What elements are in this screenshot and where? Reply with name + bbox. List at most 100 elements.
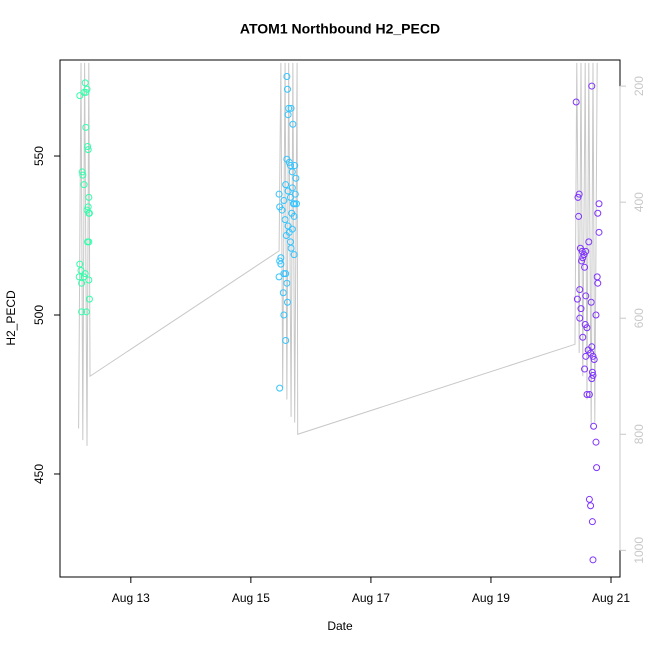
point: [291, 162, 299, 170]
point: [291, 190, 299, 198]
point: [277, 260, 285, 268]
point: [280, 311, 288, 319]
point: [576, 314, 584, 322]
point: [283, 279, 291, 287]
y-tick-label: 500: [32, 305, 46, 325]
point: [279, 289, 287, 297]
point: [588, 375, 596, 383]
point: [282, 181, 290, 189]
y2-tick-label: 1000: [632, 537, 646, 564]
point: [80, 181, 88, 189]
point: [595, 228, 603, 236]
plot-area: [75, 62, 603, 564]
point: [285, 158, 293, 166]
point: [583, 390, 591, 398]
y2-tick-label: 800: [632, 424, 646, 444]
y-tick-label: 450: [32, 464, 46, 484]
point: [82, 308, 90, 316]
point: [283, 298, 291, 306]
point: [576, 286, 584, 294]
point: [290, 251, 298, 259]
point: [579, 333, 587, 341]
chart-title: ATOM1 Northbound H2_PECD: [240, 21, 440, 37]
x-tick-label: Aug 17: [352, 591, 390, 605]
point: [78, 279, 86, 287]
point: [83, 85, 91, 93]
point: [289, 120, 297, 128]
point: [280, 197, 288, 205]
point: [587, 298, 595, 306]
point: [592, 438, 600, 446]
point: [282, 270, 290, 278]
x-tick-label: Aug 19: [472, 591, 510, 605]
point: [283, 73, 291, 81]
y2-tick-label: 600: [632, 308, 646, 328]
y-tick-label: 550: [32, 146, 46, 166]
point: [588, 82, 596, 90]
point: [275, 190, 283, 198]
point: [284, 111, 292, 119]
point: [582, 352, 590, 360]
point: [585, 495, 593, 503]
point: [593, 464, 601, 472]
point: [589, 371, 597, 379]
point: [288, 168, 296, 176]
point: [79, 171, 87, 179]
point: [575, 212, 583, 220]
point: [592, 311, 600, 319]
point: [275, 273, 283, 281]
point: [84, 142, 92, 150]
point: [276, 384, 284, 392]
point: [281, 216, 289, 224]
point: [595, 200, 603, 208]
point: [85, 193, 93, 201]
y2-tick-label: 400: [632, 192, 646, 212]
point: [594, 209, 602, 217]
point: [573, 295, 581, 303]
point: [594, 279, 602, 287]
point: [85, 295, 93, 303]
point: [284, 187, 292, 195]
point: [276, 257, 284, 265]
point: [590, 422, 598, 430]
point: [84, 146, 92, 154]
point: [287, 104, 295, 112]
x-axis-label: Date: [327, 619, 353, 633]
point: [574, 193, 582, 201]
point: [287, 244, 295, 252]
point: [583, 324, 591, 332]
point: [81, 270, 89, 278]
point: [283, 85, 291, 93]
point: [589, 556, 597, 564]
point: [81, 79, 89, 87]
x-tick-label: Aug 21: [592, 591, 630, 605]
point: [282, 336, 290, 344]
point: [585, 390, 593, 398]
point: [581, 365, 589, 373]
point: [580, 251, 588, 259]
point: [85, 209, 93, 217]
point: [290, 212, 298, 220]
x-tick-label: Aug 15: [232, 591, 270, 605]
point: [575, 190, 583, 198]
point: [582, 292, 590, 300]
point: [581, 263, 589, 271]
x-tick-label: Aug 13: [112, 591, 150, 605]
point: [579, 254, 587, 262]
point: [75, 273, 83, 281]
point: [286, 193, 294, 201]
point: [578, 257, 586, 265]
y2-tick-label: 200: [632, 76, 646, 96]
point: [589, 352, 597, 360]
y-axis-label: H2_PECD: [4, 290, 18, 346]
point: [84, 238, 92, 246]
point: [85, 276, 93, 284]
point: [278, 206, 286, 214]
point: [78, 308, 86, 316]
point: [585, 238, 593, 246]
point: [76, 260, 84, 268]
point: [80, 273, 88, 281]
